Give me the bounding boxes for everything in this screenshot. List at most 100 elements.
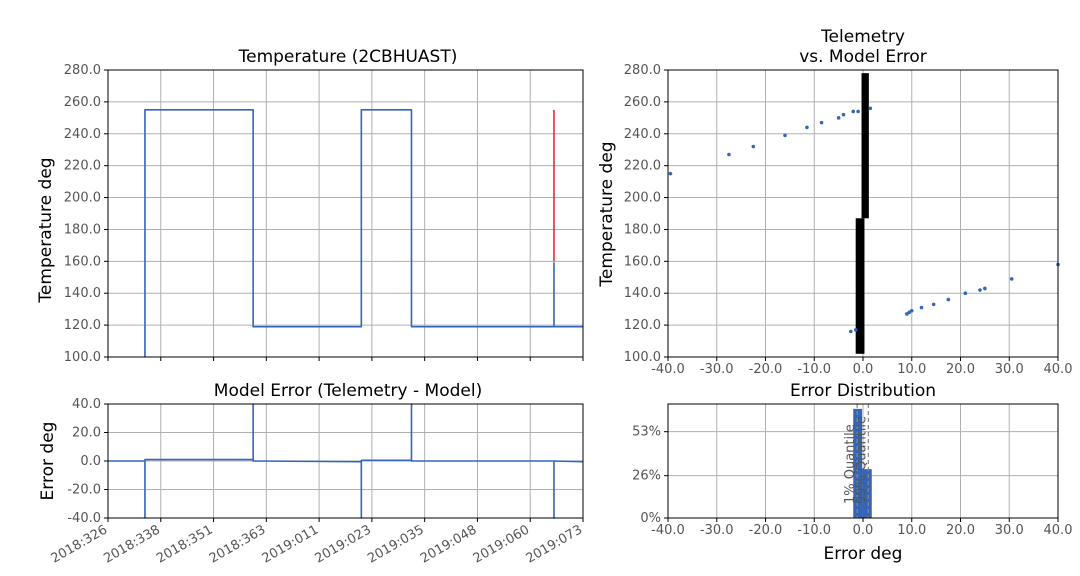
telemetry-vs-error-title-line2: vs. Model Error <box>799 47 927 67</box>
scatter-y-tick-label: 180.0 <box>624 222 661 237</box>
histogram-quantile-label: 1% Quantile <box>843 424 858 504</box>
temperature-y-tick-label: 280.0 <box>64 63 101 78</box>
scatter-point <box>836 116 841 120</box>
telemetry-vs-error-chart: Telemetry vs. Model Error Temperature de… <box>597 27 1072 377</box>
temperature-y-tick-label: 100.0 <box>64 350 101 365</box>
scatter-point <box>868 106 873 111</box>
scatter-x-tick-label: 30.0 <box>995 362 1024 377</box>
scatter-y-axis-label: Temperature deg <box>597 141 617 287</box>
scatter-point <box>851 109 856 114</box>
histogram-bar <box>862 469 872 518</box>
temperature-y-tick-label: 180.0 <box>64 222 101 237</box>
histogram-x-tick-label: -10.0 <box>797 523 831 538</box>
temperature-y-tick-label: 260.0 <box>64 95 101 110</box>
temperature-series-line <box>144 109 583 357</box>
error-distribution-chart: Error Distribution Error deg -40.0 -30.0-… <box>632 381 1072 564</box>
scatter-point <box>853 328 858 332</box>
scatter-x-tick-label: -30.0 <box>700 362 734 377</box>
scatter-point <box>805 125 809 130</box>
scatter-x-tick-label: 0.0 <box>853 362 874 377</box>
temperature-y-tick-label: 200.0 <box>64 191 101 206</box>
histogram-x-tick-label: 20.0 <box>946 523 975 538</box>
model-error-x-tick-label: 2018:338 <box>101 522 162 566</box>
scatter-point <box>909 308 914 313</box>
histogram-x-tick-label: -40.0 <box>651 523 685 538</box>
scatter-point <box>849 329 853 334</box>
model-error-y-tick-label: -40.0 <box>67 511 101 526</box>
model-error-x-tick-label: 2019:011 <box>260 522 321 566</box>
scatter-point <box>919 305 924 310</box>
scatter-y-tick-label: 140.0 <box>624 286 661 301</box>
temperature-y-tick-label: 240.0 <box>64 127 101 142</box>
temperature-chart: Temperature (2CBHUAST) Temperature deg 1… <box>36 47 584 365</box>
scatter-point <box>931 302 936 307</box>
scatter-point <box>978 288 982 292</box>
model-error-y-tick-label: -20.0 <box>67 483 101 498</box>
model-error-x-tick-label: 2019:048 <box>418 522 479 566</box>
model-error-x-tick-label: 2019:035 <box>365 522 426 566</box>
scatter-point <box>751 144 756 149</box>
histogram-x-tick-label: 0.0 <box>853 523 874 538</box>
temperature-y-tick-label: 120.0 <box>64 318 101 333</box>
error-distribution-title: Error Distribution <box>790 381 936 401</box>
model-error-frame <box>107 403 584 519</box>
scatter-dense-cluster <box>855 218 865 354</box>
scatter-x-tick-label: 40.0 <box>1044 362 1073 377</box>
error-y-axis-label: Error deg <box>38 422 58 501</box>
scatter-y-tick-label: 100.0 <box>624 350 661 365</box>
scatter-point <box>727 152 731 157</box>
scatter-point <box>783 133 787 138</box>
histogram-y-tick-label: 0% <box>640 511 661 526</box>
histogram-x-tick-label: -20.0 <box>749 523 783 538</box>
scatter-point <box>856 109 860 114</box>
model-error-x-tick-label: 2018:351 <box>154 522 215 566</box>
scatter-point <box>819 120 824 125</box>
histogram-quantile-label: 99% Quantile <box>854 416 869 504</box>
scatter-x-tick-label: 20.0 <box>946 362 975 377</box>
model-error-x-tick-label: 2019:060 <box>471 522 532 566</box>
histogram-x-axis-label: Error deg <box>824 544 903 564</box>
scatter-point <box>1009 277 1014 281</box>
telemetry-vs-error-title-line1: Telemetry <box>820 27 905 47</box>
temperature-y-tick-label: 160.0 <box>64 254 101 269</box>
scatter-y-tick-label: 220.0 <box>624 159 661 174</box>
histogram-x-tick-label: 40.0 <box>1044 523 1073 538</box>
scatter-y-tick-label: 200.0 <box>624 191 661 206</box>
scatter-point <box>841 112 846 117</box>
model-error-chart: Model Error (Telemetry - Model) Error de… <box>38 381 585 567</box>
model-error-y-tick-label: 20.0 <box>72 426 101 441</box>
model-error-y-tick-label: 0.0 <box>80 454 101 469</box>
scatter-point <box>983 286 987 291</box>
scatter-frame <box>667 69 1059 358</box>
histogram-frame <box>667 403 1059 519</box>
scatter-y-tick-label: 260.0 <box>624 95 661 110</box>
histogram-x-tick-label: 10.0 <box>897 523 926 538</box>
histogram-x-tick-label: -30.0 <box>700 523 734 538</box>
model-error-y-tick-label: 40.0 <box>72 397 101 412</box>
temperature-frame <box>107 69 584 358</box>
histogram-y-tick-label: 26% <box>632 469 661 484</box>
model-error-x-tick-label: 2019:023 <box>312 522 373 566</box>
scatter-point <box>668 171 673 176</box>
scatter-y-tick-label: 160.0 <box>624 254 661 269</box>
histogram-x-tick-label: 30.0 <box>995 523 1024 538</box>
scatter-y-tick-label: 280.0 <box>624 63 661 78</box>
model-error-chart-title: Model Error (Telemetry - Model) <box>214 381 482 401</box>
model-error-x-tick-label: 2019:073 <box>524 522 585 566</box>
temperature-y-axis-label: Temperature deg <box>36 157 56 303</box>
scatter-y-tick-label: 240.0 <box>624 127 661 142</box>
scatter-point <box>963 291 968 296</box>
scatter-point <box>946 297 951 302</box>
model-error-x-tick-label: 2018:326 <box>49 522 110 566</box>
temperature-chart-title: Temperature (2CBHUAST) <box>238 47 458 67</box>
scatter-y-tick-label: 120.0 <box>624 318 661 333</box>
temperature-y-tick-label: 140.0 <box>64 286 101 301</box>
histogram-y-tick-label: 53% <box>632 425 661 440</box>
scatter-x-tick-label: -20.0 <box>749 362 783 377</box>
scatter-x-tick-label: -40.0 <box>651 362 685 377</box>
model-error-x-tick-label: 2018:363 <box>207 522 268 566</box>
temperature-y-tick-label: 220.0 <box>64 159 101 174</box>
scatter-x-tick-label: 10.0 <box>897 362 926 377</box>
scatter-dense-cluster <box>861 73 869 219</box>
